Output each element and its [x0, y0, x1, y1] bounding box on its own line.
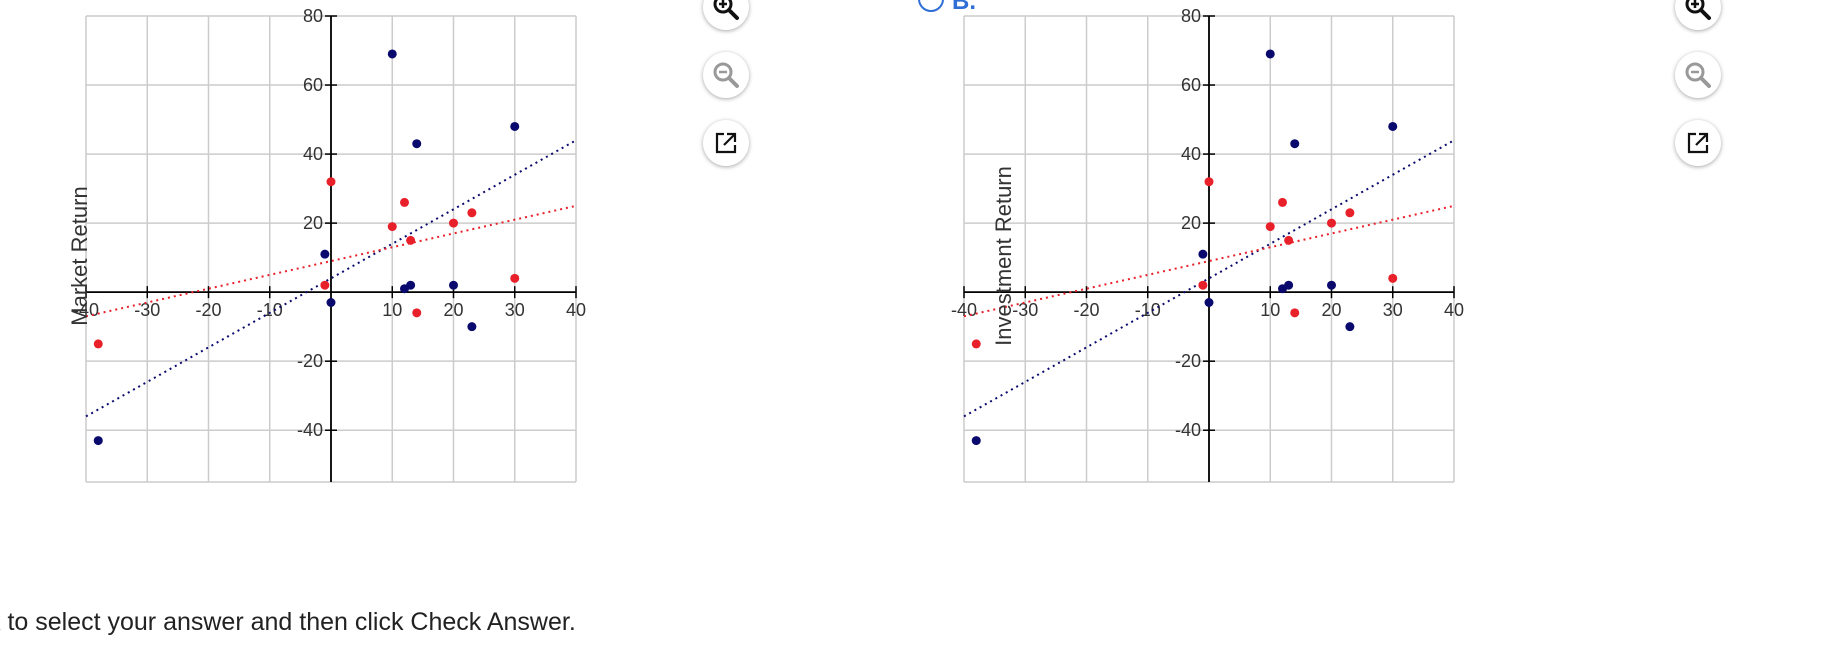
red-data-point	[1388, 273, 1398, 283]
zoom-out-icon	[713, 62, 739, 88]
x-tick-label: 20	[443, 300, 463, 320]
blue-trendline	[963, 139, 1455, 418]
choice-b-letter: B.	[952, 0, 976, 15]
y-axis-label: Investment Return	[991, 166, 1016, 346]
x-tick-label: 30	[1383, 300, 1403, 320]
x-tick-label: -20	[1073, 300, 1099, 320]
popout-button[interactable]	[1675, 120, 1721, 166]
blue-data-point	[1345, 322, 1355, 332]
red-data-point	[1265, 222, 1275, 232]
x-tick-label: -10	[1135, 300, 1161, 320]
y-tick-label: -40	[297, 420, 323, 440]
blue-data-point	[320, 249, 330, 259]
red-data-point	[971, 339, 981, 349]
red-data-point	[320, 280, 330, 290]
y-tick-label: 40	[1181, 144, 1201, 164]
x-tick-label: 10	[1260, 300, 1280, 320]
red-data-point	[449, 218, 458, 228]
chart-panel-a: -40 -30 -20 -10 10 20 30 40 -40 -20 20 40 60 80 Marke…	[0, 0, 760, 590]
y-tick-label: -40	[1175, 420, 1201, 440]
blue-data-point	[406, 280, 416, 290]
blue-trendline	[85, 139, 577, 418]
blue-data-point	[467, 322, 477, 332]
blue-data-point	[449, 280, 458, 290]
external-link-icon	[715, 132, 737, 154]
zoom-out-button[interactable]	[1675, 52, 1721, 98]
red-data-point	[1345, 208, 1355, 218]
blue-data-point	[1265, 49, 1275, 59]
red-data-point	[412, 308, 422, 318]
blue-data-point	[412, 139, 422, 149]
x-tick-label: -30	[134, 300, 160, 320]
red-data-point	[1198, 280, 1208, 290]
blue-data-point	[1290, 139, 1300, 149]
blue-data-point	[971, 436, 981, 446]
x-tick-label: -40	[951, 300, 977, 320]
x-tick-label: 40	[566, 300, 586, 320]
red-data-point	[406, 235, 416, 245]
x-tick-label: 40	[1444, 300, 1464, 320]
x-tick-label: -10	[257, 300, 283, 320]
blue-data-point	[1388, 121, 1398, 131]
red-data-point	[1278, 197, 1287, 207]
red-data-point	[326, 177, 336, 187]
y-tick-label: -20	[1175, 351, 1201, 371]
zoom-out-icon	[1685, 62, 1711, 88]
zoom-in-icon	[1685, 0, 1711, 20]
blue-data-point	[93, 436, 103, 446]
y-tick-label: 20	[1181, 213, 1201, 233]
red-data-point	[1327, 218, 1336, 228]
instruction-text: k to select your answer and then click C…	[0, 608, 576, 636]
zoom-in-icon	[713, 0, 739, 20]
blue-data-point	[326, 298, 336, 308]
blue-data-point	[387, 49, 397, 59]
blue-data-point	[1327, 280, 1336, 290]
blue-data-point	[1198, 249, 1208, 259]
x-tick-label: 10	[382, 300, 402, 320]
x-tick-label: -30	[1012, 300, 1038, 320]
red-data-point	[400, 197, 409, 207]
y-tick-label: 80	[1181, 6, 1201, 26]
chart-panel-b: B. -40 -30 -20 -10 10 20 30 40 -40 -20 20 40 60 80 In…	[918, 0, 1721, 590]
y-tick-label: 40	[303, 144, 323, 164]
blue-data-point	[1204, 298, 1214, 308]
external-link-icon	[1687, 132, 1709, 154]
red-data-point	[93, 339, 103, 349]
red-data-point	[467, 208, 477, 218]
y-tick-label: -20	[297, 351, 323, 371]
y-tick-label: 60	[303, 75, 323, 95]
popout-button[interactable]	[703, 120, 749, 166]
red-data-point	[1204, 177, 1214, 187]
zoom-out-button[interactable]	[703, 52, 749, 98]
scatter-chart-b: -40 -30 -20 -10 10 20 30 40 -40 -20 20 40 60 80	[951, 6, 1464, 483]
red-data-point	[1290, 308, 1300, 318]
blue-data-point	[1284, 280, 1294, 290]
red-data-point	[510, 273, 520, 283]
y-tick-label: 20	[303, 213, 323, 233]
red-data-point	[1284, 235, 1294, 245]
y-tick-label: 60	[1181, 75, 1201, 95]
red-data-point	[387, 222, 397, 232]
blue-data-point	[510, 121, 520, 131]
x-tick-label: 30	[505, 300, 525, 320]
y-tick-label: 80	[303, 6, 323, 26]
x-tick-label: 20	[1321, 300, 1341, 320]
y-axis-label: Market Return	[67, 186, 92, 326]
x-tick-label: -20	[195, 300, 221, 320]
